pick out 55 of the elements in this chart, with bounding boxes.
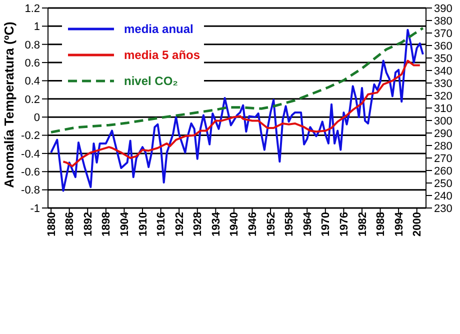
- y2-tick-label: 310: [434, 102, 452, 115]
- x-tick-label: 1940: [228, 212, 241, 236]
- y-tick-label: -1: [30, 202, 40, 215]
- x-tick-label: 1898: [100, 212, 113, 236]
- y2-tick-label: 260: [434, 165, 452, 178]
- y-tick-label: -0.4: [21, 148, 40, 160]
- x-tick-label: 1988: [375, 212, 388, 236]
- x-tick-label: 1982: [356, 212, 369, 236]
- x-tick-label: 1880: [46, 212, 58, 236]
- y-tick-label: 0: [34, 112, 40, 124]
- x-tick-label: 1946: [247, 212, 260, 236]
- x-tick-label: 1892: [82, 212, 94, 236]
- x-tick-label: 1952: [265, 212, 278, 236]
- y2-tick-label: 290: [434, 128, 452, 140]
- y-tick-label: -0.8: [21, 184, 40, 197]
- y-tick-label: 0.4: [24, 76, 40, 88]
- y2-tick-label: 330: [434, 78, 452, 90]
- y-tick-label: 0.8: [24, 39, 40, 52]
- x-tick-label: 1964: [302, 211, 314, 236]
- x-tick-label: 1916: [156, 212, 168, 236]
- y2-tick-label: 370: [434, 28, 452, 40]
- x-tick-label: 1922: [174, 212, 186, 236]
- y2-tick-label: 380: [434, 15, 452, 28]
- x-tick-label: 1904: [119, 211, 132, 236]
- x-tick-label: 1928: [192, 212, 204, 236]
- x-tick-label: 1910: [137, 212, 150, 236]
- y-tick-label: 0.2: [24, 94, 40, 106]
- y2-tick-label: 250: [434, 178, 452, 190]
- x-tick-label: 1994: [393, 211, 406, 236]
- x-tick-label: 1976: [338, 212, 351, 236]
- y2-tick-label: 360: [434, 40, 452, 52]
- y2-tick-label: 240: [434, 190, 452, 202]
- y-tick-label: -0.2: [21, 130, 40, 142]
- y-tick-label: 0.6: [24, 57, 40, 70]
- y2-tick-label: 320: [434, 90, 452, 102]
- y2-tick-label: 390: [434, 2, 452, 15]
- legend-label: media 5 años: [124, 48, 200, 62]
- y-tick-label: 1: [34, 21, 40, 34]
- y2-tick-label: 230: [434, 202, 452, 215]
- x-tick-label: 2000: [412, 212, 424, 236]
- x-tick-label: 1886: [64, 212, 76, 236]
- y2-tick-label: 280: [434, 140, 452, 152]
- x-tick-label: 1958: [284, 212, 296, 236]
- y2-tick-label: 300: [434, 115, 452, 128]
- y2-tick-label: 350: [434, 52, 452, 65]
- line-series: [62, 60, 421, 168]
- x-tick-label: 1970: [320, 212, 332, 236]
- y2-tick-label: 270: [434, 152, 452, 165]
- y-tick-label: 1.2: [24, 2, 40, 15]
- legend-label: nivel CO₂: [124, 74, 178, 88]
- y2-tick-label: 340: [434, 65, 452, 78]
- x-tick-label: 1934: [210, 211, 222, 236]
- y-tick-label: -0.6: [21, 166, 40, 179]
- y-axis-title: Anomalía Temperatura (ºC): [2, 22, 17, 188]
- legend-label: media anual: [124, 22, 194, 36]
